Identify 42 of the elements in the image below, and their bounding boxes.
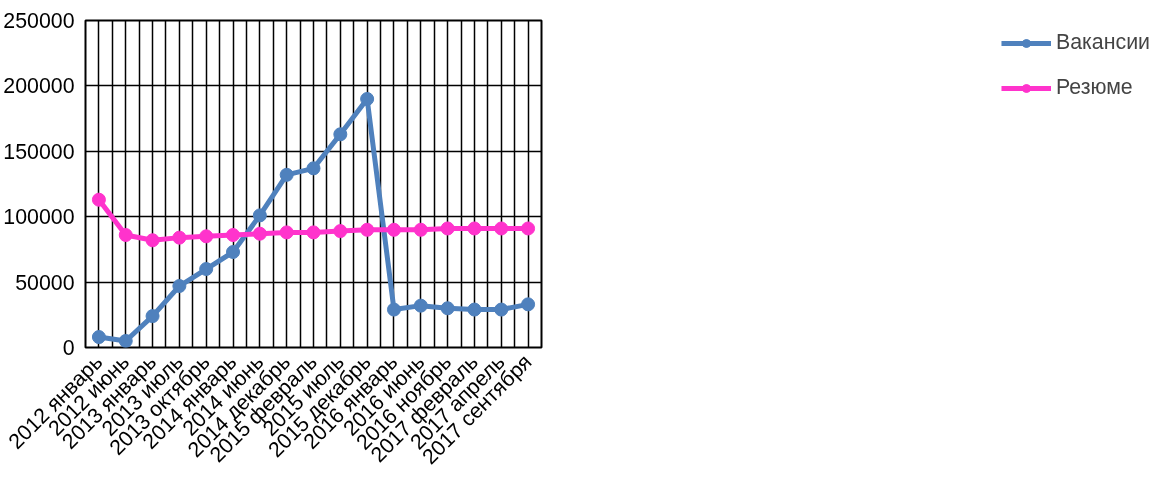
point: [118, 333, 133, 348]
point: [360, 91, 375, 106]
point: [279, 167, 294, 182]
point: [440, 221, 455, 236]
point: [91, 330, 106, 345]
point: [360, 222, 375, 237]
point: [145, 309, 160, 324]
point: [172, 230, 187, 245]
point: [521, 297, 536, 312]
point: [386, 222, 401, 237]
legend-label: Резюме: [1055, 75, 1133, 100]
y-tick-label: 200000: [3, 74, 75, 99]
point: [413, 222, 428, 237]
point: [199, 262, 214, 277]
point: [252, 208, 267, 223]
point: [252, 226, 267, 241]
point: [91, 192, 106, 207]
point: [440, 301, 455, 316]
y-tick-label: 150000: [3, 139, 75, 164]
point: [306, 225, 321, 240]
y-tick-label: 0: [62, 336, 75, 360]
point: [494, 221, 509, 236]
point: [521, 221, 536, 236]
point: [494, 302, 509, 317]
point: [333, 127, 348, 142]
y-tick-label: 250000: [3, 9, 75, 33]
point: [199, 229, 214, 244]
point: [145, 233, 160, 248]
point: [333, 224, 348, 239]
point: [467, 221, 482, 236]
point: [413, 298, 428, 313]
point: [306, 161, 321, 176]
point: [118, 228, 133, 242]
point: [226, 228, 241, 242]
legend-label: Вакансии: [1055, 30, 1150, 55]
point: [172, 279, 187, 294]
point: [279, 225, 294, 240]
point: [386, 302, 401, 317]
point: [467, 302, 482, 317]
y-tick-label: 100000: [3, 205, 75, 230]
y-tick-label: 50000: [15, 270, 75, 295]
point: [226, 245, 241, 259]
